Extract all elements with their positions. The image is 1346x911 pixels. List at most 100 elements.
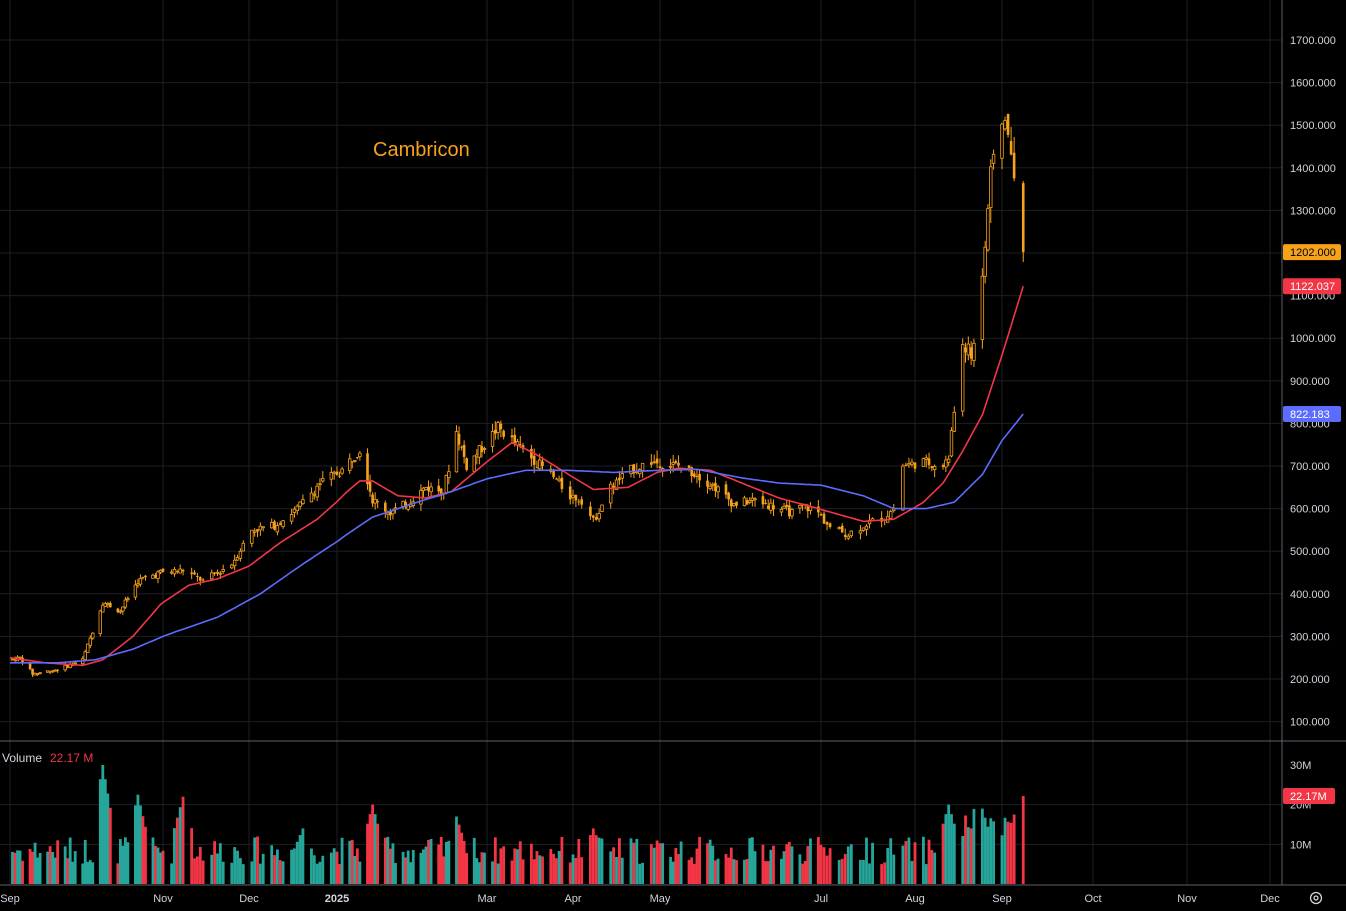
volume-bar [383, 837, 387, 884]
volume-bar [1000, 835, 1004, 884]
ma-slow-badge [1283, 405, 1341, 422]
volume-bar [98, 779, 102, 884]
volume-bar [123, 837, 127, 884]
candle [822, 511, 826, 525]
candle [716, 484, 720, 499]
time-tick-label: Sep [0, 893, 20, 905]
candle [83, 649, 87, 662]
volume-bar [31, 851, 34, 884]
candle [356, 456, 359, 460]
volume-bar [154, 845, 157, 884]
volume-bar [612, 847, 615, 884]
volume-bar [465, 853, 469, 884]
volume-bar [952, 823, 956, 884]
volume-bar [910, 860, 914, 884]
candle [980, 268, 985, 349]
candle [31, 668, 34, 678]
volume-bar [819, 844, 823, 884]
volume-bar [161, 850, 165, 884]
volume-bar [922, 836, 925, 884]
volume-bar [236, 850, 239, 884]
volume-bar [101, 764, 105, 884]
volume-bar [871, 842, 874, 884]
volume-bar [766, 861, 770, 884]
candle [496, 420, 500, 440]
candle [695, 469, 699, 484]
candle [109, 601, 112, 608]
volume-bar [201, 860, 205, 884]
candle [769, 498, 773, 514]
price-tick-label: 1500.000 [1290, 120, 1336, 132]
candle [600, 504, 604, 513]
candle [13, 656, 17, 663]
time-axis[interactable]: Sep Nov Dec 2025 Mar Apr May Jul Aug Sep Oct Nov Dec [0, 893, 1280, 905]
volume-last-badge-text: 22.17M [1290, 791, 1327, 803]
volume-bar [472, 837, 476, 884]
volume-bar [649, 844, 653, 884]
volume-bar [862, 860, 865, 884]
time-tick-label: Jul [814, 893, 828, 905]
candle [1021, 181, 1025, 263]
candle [48, 670, 52, 675]
candle [693, 471, 696, 479]
volume-bar [589, 835, 592, 884]
candle [735, 501, 738, 509]
candlesticks [10, 113, 1025, 678]
gear-icon[interactable] [1309, 891, 1323, 905]
candle [986, 204, 990, 252]
volume-bar [580, 857, 584, 884]
volume-bar [716, 858, 720, 884]
volume-bar [822, 847, 826, 884]
price-tick-label: 1400.000 [1290, 163, 1336, 175]
candle [711, 482, 715, 491]
price-tick-label: 300.000 [1290, 631, 1330, 643]
candle [819, 512, 823, 517]
volume-bar [785, 844, 789, 884]
candle [764, 499, 767, 505]
candle [983, 240, 987, 284]
candle [121, 606, 125, 615]
volume-bar [724, 853, 728, 884]
candle [944, 455, 948, 473]
volume-bar [221, 861, 225, 884]
volume-bar [253, 837, 257, 884]
volume-bar [141, 816, 145, 884]
volume-bar [986, 826, 990, 884]
volume-bar [674, 848, 678, 884]
volume-bar [139, 805, 142, 884]
volume-bar [944, 814, 948, 884]
price-axis[interactable]: 1700.000 1600.000 1500.000 1400.000 1300.000… [1290, 35, 1336, 729]
volume-bar [190, 828, 194, 884]
candle [932, 464, 937, 478]
volume-bar [846, 846, 850, 884]
candle [837, 526, 841, 530]
candle [460, 445, 463, 451]
candle [991, 149, 996, 170]
volume-bar [51, 851, 55, 884]
volume-bar [798, 854, 802, 884]
candle [261, 526, 265, 532]
volume-bars [11, 764, 1025, 884]
volume-bar [493, 837, 497, 884]
volume-bar [170, 863, 173, 884]
volume-bar [904, 840, 908, 884]
candle [843, 528, 847, 541]
price-badges: 1202.000 1122.037 822.183 22.17M [1283, 244, 1341, 805]
volume-bar [33, 842, 37, 884]
price-tick-label: 600.000 [1290, 504, 1330, 516]
volume-bar [549, 849, 553, 884]
price-tick-label: 400.000 [1290, 589, 1330, 601]
volume-bar [615, 856, 618, 884]
volume-bar [837, 859, 841, 884]
volume-bar [28, 848, 32, 884]
volume-bar [969, 828, 973, 884]
candle [172, 567, 177, 577]
candle [555, 477, 558, 480]
candle [238, 548, 243, 562]
volume-bar [175, 817, 179, 884]
volume-bar [560, 836, 564, 884]
volume-bar [273, 855, 276, 884]
volume-bar [159, 852, 162, 884]
candle [1003, 116, 1007, 132]
